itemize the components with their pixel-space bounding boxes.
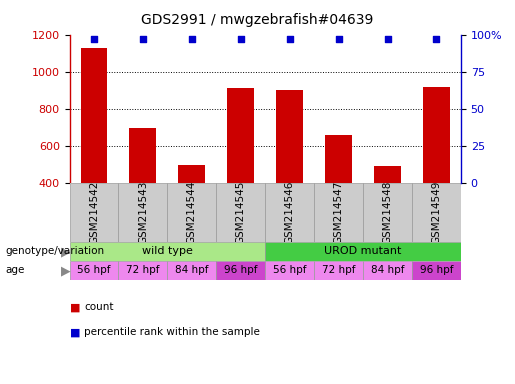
Point bbox=[90, 36, 98, 42]
Text: 84 hpf: 84 hpf bbox=[371, 265, 404, 275]
Bar bbox=[167, 183, 216, 242]
Text: UROD mutant: UROD mutant bbox=[324, 247, 402, 257]
Text: GSM214549: GSM214549 bbox=[432, 181, 441, 244]
Bar bbox=[216, 183, 265, 242]
Text: count: count bbox=[84, 302, 113, 312]
Bar bbox=[412, 260, 461, 280]
Bar bbox=[265, 183, 314, 242]
Bar bbox=[265, 242, 461, 260]
Text: 72 hpf: 72 hpf bbox=[322, 265, 355, 275]
Text: ■: ■ bbox=[70, 327, 80, 337]
Bar bbox=[70, 260, 118, 280]
Bar bbox=[325, 135, 352, 183]
Text: GSM214545: GSM214545 bbox=[236, 181, 246, 244]
Bar bbox=[363, 260, 412, 280]
Text: ▶: ▶ bbox=[61, 264, 71, 277]
Text: 96 hpf: 96 hpf bbox=[420, 265, 453, 275]
Bar bbox=[276, 90, 303, 183]
Text: 84 hpf: 84 hpf bbox=[175, 265, 209, 275]
Text: 56 hpf: 56 hpf bbox=[273, 265, 306, 275]
Bar bbox=[423, 86, 450, 183]
Text: wild type: wild type bbox=[142, 247, 193, 257]
Text: GSM214546: GSM214546 bbox=[285, 181, 295, 244]
Text: genotype/variation: genotype/variation bbox=[5, 247, 104, 257]
Bar bbox=[70, 242, 265, 260]
Text: 56 hpf: 56 hpf bbox=[77, 265, 111, 275]
Text: GSM214544: GSM214544 bbox=[187, 181, 197, 244]
Text: GSM214543: GSM214543 bbox=[138, 181, 148, 244]
Bar bbox=[363, 183, 412, 242]
Bar bbox=[129, 128, 157, 183]
Bar bbox=[216, 260, 265, 280]
Bar bbox=[314, 183, 363, 242]
Text: 72 hpf: 72 hpf bbox=[126, 265, 160, 275]
Bar bbox=[70, 183, 118, 242]
Text: 96 hpf: 96 hpf bbox=[224, 265, 258, 275]
Point bbox=[432, 36, 440, 42]
Text: GDS2991 / mwgzebrafish#04639: GDS2991 / mwgzebrafish#04639 bbox=[141, 13, 374, 27]
Point bbox=[187, 36, 196, 42]
Point bbox=[383, 36, 391, 42]
Text: age: age bbox=[5, 265, 25, 275]
Text: ▶: ▶ bbox=[61, 245, 71, 258]
Bar bbox=[412, 183, 461, 242]
Point bbox=[335, 36, 343, 42]
Bar bbox=[178, 165, 205, 183]
Point bbox=[236, 36, 245, 42]
Text: GSM214548: GSM214548 bbox=[383, 181, 392, 244]
Bar bbox=[374, 166, 401, 183]
Point bbox=[139, 36, 147, 42]
Bar bbox=[167, 260, 216, 280]
Bar bbox=[314, 260, 363, 280]
Text: ■: ■ bbox=[70, 302, 80, 312]
Bar bbox=[118, 183, 167, 242]
Bar bbox=[80, 48, 108, 183]
Point bbox=[285, 36, 294, 42]
Bar bbox=[227, 88, 254, 183]
Text: percentile rank within the sample: percentile rank within the sample bbox=[84, 327, 260, 337]
Bar bbox=[118, 260, 167, 280]
Bar bbox=[265, 260, 314, 280]
Text: GSM214542: GSM214542 bbox=[89, 181, 99, 244]
Text: GSM214547: GSM214547 bbox=[334, 181, 344, 244]
